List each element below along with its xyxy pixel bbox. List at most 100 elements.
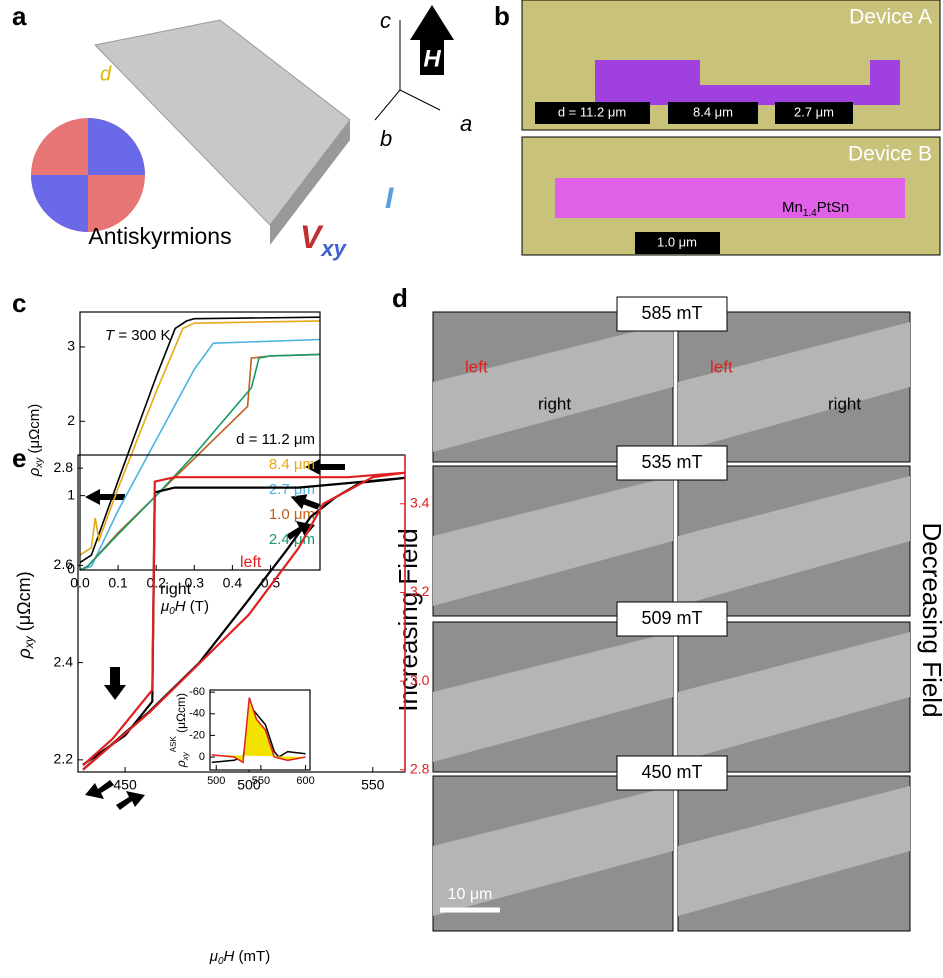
x-tick-label: 500 <box>207 775 225 787</box>
sample-strip <box>433 632 673 762</box>
width-label: d = 11.2 μm <box>558 104 626 119</box>
panel-d: d 585 mT 535 mT 509 mT 450 mT left right le… <box>392 283 943 932</box>
device-label: Device A <box>849 6 932 29</box>
decreasing-label: Decreasing Field <box>917 522 943 717</box>
y-tick-label: 0 <box>199 751 205 763</box>
field-box <box>616 296 728 332</box>
y2-tick-label: 3.2 <box>410 583 430 599</box>
y2-tick-label: 2.8 <box>410 760 430 776</box>
legend-label: 2.4 μm <box>269 531 315 548</box>
lorentz-images: 585 mT 535 mT 509 mT 450 mT <box>432 296 911 932</box>
voltage-symbol: V <box>300 219 324 255</box>
data-line <box>79 320 321 556</box>
label-box <box>668 102 758 124</box>
sample-strip <box>433 476 673 606</box>
caption: Antiskyrmions <box>88 223 231 249</box>
sample-strip <box>678 632 910 762</box>
axes-box <box>209 689 311 771</box>
x-tick-label: 0.0 <box>70 575 90 591</box>
sample-strip <box>678 322 910 452</box>
label-part: ρ <box>174 760 188 768</box>
device-label: Device B <box>848 143 932 166</box>
label-part: xy <box>22 635 36 649</box>
annotation: T = 300 K <box>105 327 170 344</box>
label-box <box>535 102 650 124</box>
label-part: 0 <box>218 956 224 967</box>
field-label: 509 mT <box>641 608 702 628</box>
label-part: xy <box>34 457 45 469</box>
y-tick-label: -40 <box>189 708 205 720</box>
legend-label: 8.4 μm <box>269 456 315 473</box>
y-axis-label: ρxy (μΩcm) <box>14 571 36 659</box>
voltage-label: Vxy <box>300 219 348 260</box>
panel-e: e μ0H (mT) ρxy (μΩcm) ρxyASK (μΩcm) left… <box>12 443 345 967</box>
voltage-subscript: xy <box>320 236 347 261</box>
side-label: left <box>710 357 733 376</box>
field-label: 585 mT <box>641 303 702 323</box>
sample-strip <box>678 786 910 916</box>
label-part: (μΩcm) <box>14 571 34 636</box>
sample-strip <box>433 322 673 452</box>
curve-label: left <box>240 554 262 571</box>
legend-label: 1.0 μm <box>269 506 315 523</box>
label-part: 0 <box>169 606 175 617</box>
x-tick-label: 500 <box>237 777 261 793</box>
legend-label: 2.7 μm <box>269 481 315 498</box>
y2-tick-label: 3.4 <box>410 494 430 510</box>
width-label: 8.4 μm <box>693 104 733 119</box>
material-text: PtSn <box>817 199 850 216</box>
thickness-label: d <box>100 63 112 85</box>
field-box <box>616 601 728 637</box>
data-line <box>79 338 321 571</box>
curve-label: right <box>160 581 192 598</box>
field-box <box>616 755 728 791</box>
material-subscript: 1.4 <box>803 208 817 219</box>
axis-label: b <box>380 126 392 151</box>
y-tick-label: 2.2 <box>54 751 74 767</box>
side-label: left <box>465 357 488 376</box>
label-part: μ <box>160 598 169 615</box>
side-label: right <box>828 394 861 413</box>
field-arrow <box>410 5 454 75</box>
x-tick-label: 0.4 <box>223 575 243 591</box>
annotation-symbol: T <box>105 327 116 344</box>
sample-strip <box>433 786 673 916</box>
label-box <box>775 102 853 124</box>
y-tick-label: 2.6 <box>54 556 74 572</box>
y-tick-label: 1 <box>67 486 75 502</box>
width-label: 2.7 μm <box>794 104 834 119</box>
sample-side <box>270 120 350 245</box>
label-box <box>635 232 720 254</box>
y-tick-label: -20 <box>189 729 205 741</box>
field-label: 450 mT <box>641 762 702 782</box>
legend-label: d = 11.2 μm <box>236 431 315 448</box>
data-line <box>211 697 306 764</box>
label-part: (T) <box>186 598 209 615</box>
side-label: right <box>538 394 571 413</box>
label-part: xy <box>181 751 190 761</box>
x-tick-label: 0.3 <box>185 575 205 591</box>
antiskyrmion-quadrant <box>31 118 145 232</box>
label-part: (μΩcm) <box>26 404 43 458</box>
label-part: ASK <box>169 736 178 753</box>
inset-y-label: ρxyASK (μΩcm) <box>169 693 190 768</box>
x-tick-label: 600 <box>296 775 314 787</box>
field-box <box>616 445 728 481</box>
sample-strip <box>678 476 910 606</box>
panel-label: e <box>12 443 26 473</box>
y-tick-label: 2 <box>67 412 75 428</box>
y-tick-label: -60 <box>189 686 205 698</box>
x-tick-label: 550 <box>252 775 270 787</box>
panel-b: b Device A d = 11.2 μm 8.4 μm 2.7 μm Dev… <box>494 0 941 256</box>
direction-arrows <box>85 459 345 810</box>
device-structure <box>595 60 900 105</box>
label-part: H <box>175 598 186 615</box>
label-part: (μΩcm) <box>174 693 188 736</box>
x-tick-label: 0.1 <box>108 575 128 591</box>
x-axis-label: μ0H (T) <box>160 598 209 617</box>
data-line <box>79 316 321 564</box>
material-text: Mn <box>782 199 803 216</box>
label-part: (mT) <box>234 948 270 965</box>
x-tick-label: 0.2 <box>146 575 166 591</box>
